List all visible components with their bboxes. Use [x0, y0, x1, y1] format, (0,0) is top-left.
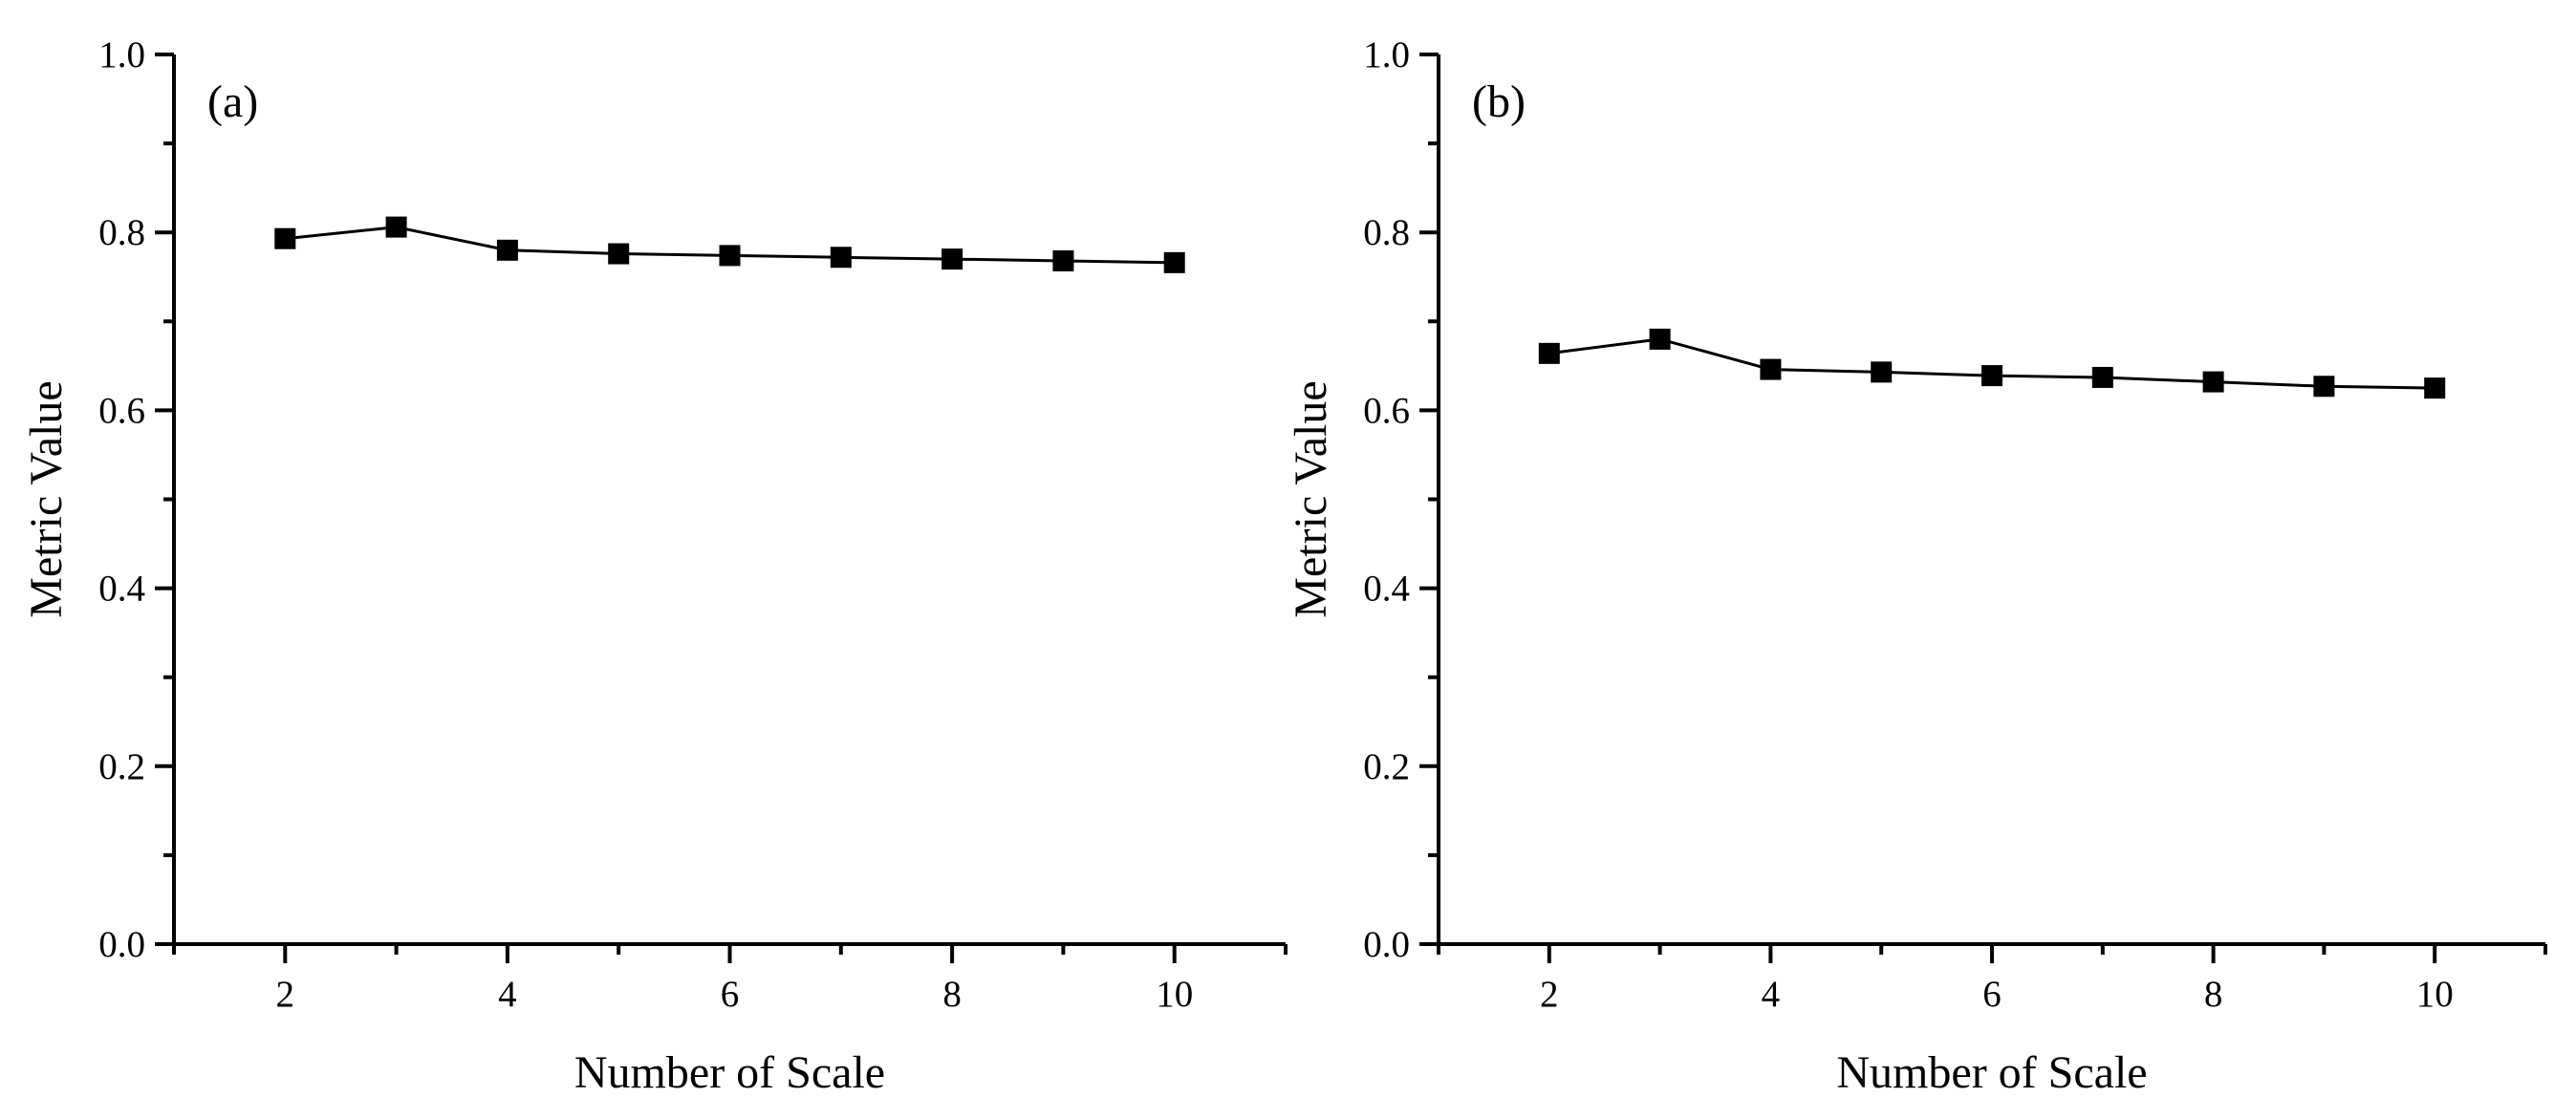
- data-point-marker: [719, 245, 741, 267]
- data-point-marker: [1163, 251, 1185, 273]
- data-point-marker: [1052, 249, 1074, 271]
- panel-label: (b): [1472, 76, 1526, 127]
- data-point-marker: [608, 243, 630, 265]
- y-tick-label: 1.0: [98, 34, 145, 75]
- y-tick-label: 0.8: [1363, 212, 1410, 253]
- y-tick-label: 1.0: [1363, 34, 1410, 75]
- data-point-marker: [2313, 376, 2335, 398]
- x-axis-label: Number of Scale: [574, 1047, 885, 1098]
- x-tick-label: 8: [2204, 974, 2223, 1015]
- y-axis-label: Metric Value: [21, 380, 72, 617]
- x-tick-label: 2: [1540, 974, 1559, 1015]
- data-point-marker: [2091, 366, 2113, 388]
- x-tick-label: 8: [942, 974, 962, 1015]
- y-tick-label: 0.8: [98, 212, 145, 253]
- data-point-marker: [830, 247, 852, 269]
- data-point-marker: [1760, 358, 1782, 380]
- x-tick-label: 2: [276, 974, 295, 1015]
- x-tick-label: 6: [1982, 974, 2002, 1015]
- y-tick-label: 0.6: [1363, 390, 1410, 431]
- y-tick-label: 0.6: [98, 390, 145, 431]
- panel-label: (a): [207, 76, 258, 127]
- x-tick-label: 10: [2416, 974, 2454, 1015]
- data-point-marker: [1981, 365, 2002, 387]
- data-point-marker: [1538, 342, 1560, 364]
- panel-a: 0.0 0.2 0.4 0.6 0.8 1.0 2 4 6 8 10 Number of Scale M…: [21, 34, 1288, 1098]
- y-tick-label: 0.4: [1363, 569, 1410, 610]
- data-point-marker: [1649, 328, 1671, 350]
- x-tick-label: 10: [1156, 974, 1193, 1015]
- y-tick-label: 0.0: [98, 924, 145, 965]
- x-tick-label: 4: [498, 974, 517, 1015]
- data-point-marker: [942, 248, 963, 270]
- data-point-marker: [385, 216, 407, 238]
- y-tick-label: 0.2: [1363, 746, 1410, 787]
- data-point-marker: [1871, 361, 1893, 383]
- panel-b: 0.0 0.2 0.4 0.6 0.8 1.0 2 4 6 8 10 Number of Scale M…: [1286, 34, 2547, 1098]
- x-axis-label: Number of Scale: [1836, 1047, 2147, 1098]
- y-axis-label: Metric Value: [1286, 380, 1336, 617]
- data-point-marker: [496, 239, 518, 261]
- data-point-marker: [274, 227, 296, 249]
- x-tick-label: 6: [721, 974, 740, 1015]
- y-tick-label: 0.2: [98, 746, 145, 787]
- x-tick-label: 4: [1762, 974, 1781, 1015]
- y-tick-label: 0.4: [98, 569, 145, 610]
- data-point-marker: [2424, 377, 2446, 399]
- y-tick-label: 0.0: [1363, 924, 1410, 965]
- data-point-marker: [2202, 371, 2224, 393]
